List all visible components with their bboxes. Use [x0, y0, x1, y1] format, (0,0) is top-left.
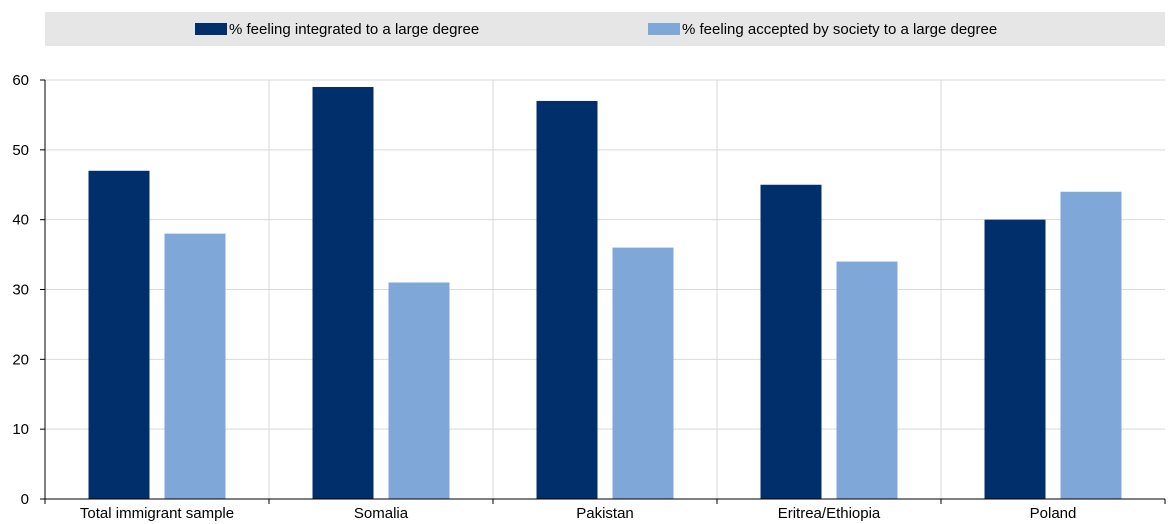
legend-label-integrated: % feeling integrated to a large degree	[229, 20, 480, 38]
y-tick-label-50: 50	[12, 142, 29, 159]
x-tick-label-4: Poland	[1030, 505, 1077, 522]
bar-accepted-2	[612, 247, 674, 499]
bar-integrated-0	[88, 170, 150, 500]
x-tick-label-1: Somalia	[354, 505, 409, 522]
bar-accepted-0	[164, 233, 226, 499]
y-tick-label-30: 30	[12, 282, 29, 299]
bar-integrated-3	[760, 184, 822, 499]
y-tick-label-40: 40	[12, 212, 29, 229]
legend-swatch-accepted	[648, 23, 680, 35]
x-tick-label-0: Total immigrant sample	[80, 505, 234, 522]
y-tick-label-0: 0	[21, 491, 29, 508]
legend-item-integrated: % feeling integrated to a large degree	[195, 20, 479, 38]
y-tick-label-60: 60	[12, 72, 29, 89]
legend-label-accepted: % feeling accepted by society to a large…	[682, 20, 998, 38]
legend-swatch-integrated	[195, 23, 227, 35]
bar-accepted-4	[1060, 191, 1122, 499]
bar-accepted-1	[388, 282, 450, 499]
legend: % feeling integrated to a large degree %…	[45, 12, 1165, 46]
bar-integrated-1	[312, 86, 374, 499]
y-tick-label-20: 20	[12, 351, 29, 368]
x-tick-label-3: Eritrea/Ethiopia	[778, 505, 881, 522]
legend-item-accepted: % feeling accepted by society to a large…	[648, 20, 997, 38]
x-tick-label-2: Pakistan	[576, 505, 634, 522]
y-tick-label-10: 10	[12, 421, 29, 438]
bar-integrated-2	[536, 100, 598, 499]
bar-accepted-3	[836, 261, 898, 499]
bar-integrated-4	[984, 219, 1046, 499]
